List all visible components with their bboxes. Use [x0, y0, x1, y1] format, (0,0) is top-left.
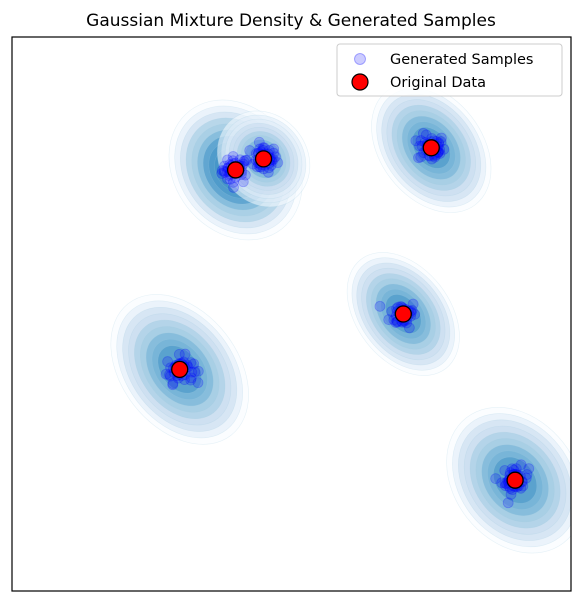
sample-point [253, 136, 265, 148]
sample-point [413, 152, 424, 164]
sample-point [410, 135, 422, 147]
sample-point [189, 366, 201, 378]
sample-point [505, 488, 517, 500]
sample-point [160, 368, 172, 380]
sample-point [268, 143, 280, 155]
sample-point [502, 497, 514, 509]
sample-point [383, 314, 395, 326]
legend-marker-generated [354, 53, 366, 65]
sample-point [167, 379, 179, 391]
chart-title: Gaussian Mixture Density & Generated Sam… [86, 11, 496, 31]
sample-point [420, 129, 432, 141]
sample-point [490, 473, 502, 485]
original-data [171, 139, 524, 489]
sample-point [179, 348, 191, 360]
sample-point [435, 132, 447, 144]
sample-point [227, 151, 239, 162]
legend-marker-original [351, 73, 369, 91]
sample-point [222, 154, 233, 166]
sample-point [185, 357, 197, 369]
sample-point [496, 477, 508, 489]
sample-point [515, 459, 527, 471]
original-point-5 [506, 471, 524, 489]
sample-point [162, 356, 174, 367]
sample-point [415, 151, 427, 163]
legend-label-original: Original Data [390, 75, 486, 91]
sample-point [192, 377, 204, 389]
sample-point [403, 322, 415, 334]
sample-point [173, 348, 185, 360]
sample-point [185, 372, 197, 384]
sample-point [407, 298, 419, 310]
sample-point [192, 365, 204, 377]
legend: Generated Samples Original Data [336, 43, 563, 97]
sample-point [216, 168, 228, 179]
sample-point [167, 378, 179, 389]
sample-point [417, 127, 429, 139]
sample-point [237, 176, 249, 188]
sample-point [523, 463, 535, 475]
plot-frame [11, 36, 572, 592]
sample-point [374, 300, 386, 312]
legend-box [336, 43, 563, 97]
sample-point [240, 154, 251, 166]
original-point-0 [226, 161, 245, 179]
original-point-1 [254, 150, 273, 168]
legend-label-generated: Generated Samples [390, 52, 533, 68]
sample-point [241, 155, 252, 166]
sample-point [228, 182, 239, 193]
sample-point [499, 465, 511, 476]
sample-point [244, 145, 256, 156]
sample-point [188, 358, 200, 370]
sample-point [262, 166, 274, 178]
sample-point [185, 374, 197, 386]
original-point-3 [394, 305, 412, 323]
original-point-2 [422, 139, 440, 157]
sample-point [521, 469, 533, 480]
sample-point [272, 157, 284, 169]
sample-point [415, 135, 427, 146]
original-point-4 [171, 360, 189, 379]
